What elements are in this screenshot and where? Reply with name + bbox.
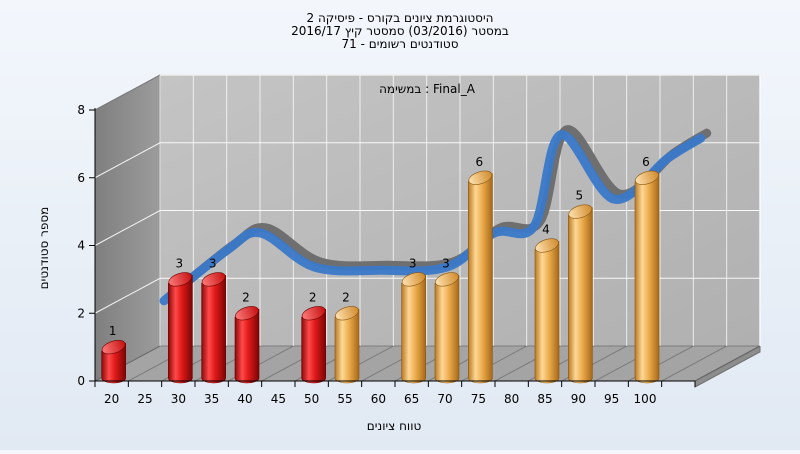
y-tick-label: 8 <box>77 103 85 117</box>
bar-35: 3 <box>201 256 226 384</box>
bars: 1 3 3 2 2 2 3 3 6 4 5 6 <box>101 155 660 384</box>
floor-line <box>694 345 761 382</box>
bar-100: 6 <box>634 155 660 384</box>
bar-40: 2 <box>234 290 260 384</box>
bar-value-label: 1 <box>109 324 117 338</box>
bar-body <box>334 308 360 384</box>
bar-body <box>301 308 326 384</box>
x-tick-label: 20 <box>104 392 119 406</box>
bar-top <box>468 170 493 185</box>
bar-top <box>568 204 593 219</box>
x-tick-label: 55 <box>337 392 352 406</box>
bar-top <box>101 340 126 355</box>
x-tick-label: 60 <box>371 392 386 406</box>
bar-50: 2 <box>301 290 326 384</box>
y-tick-label: 4 <box>77 239 85 253</box>
x-tick-label: 30 <box>171 392 186 406</box>
bar-90: 5 <box>568 189 593 384</box>
bar-85: 4 <box>534 223 560 384</box>
bar-body <box>634 173 660 384</box>
bar-top <box>235 306 259 321</box>
x-tick-label: 75 <box>471 392 486 406</box>
bar-top <box>635 170 659 185</box>
bar-top <box>435 272 459 287</box>
x-tick-label: 90 <box>571 392 586 406</box>
bar-value-label: 6 <box>642 155 650 169</box>
bar-value-label: 2 <box>342 290 350 304</box>
x-axis-title: טווח ציונים <box>367 419 422 433</box>
bar-body <box>468 173 493 384</box>
x-tick-label: 40 <box>237 392 252 406</box>
bar-body <box>434 274 460 384</box>
bar-55: 2 <box>334 290 360 384</box>
bar-value-label: 2 <box>309 290 317 304</box>
bar-body <box>401 274 426 384</box>
bar-body <box>201 274 226 384</box>
bar-30: 3 <box>168 256 193 384</box>
bar-value-label: 4 <box>542 223 550 237</box>
bar-top <box>301 306 326 321</box>
bar-top <box>201 272 226 287</box>
chart-title-line-1: היסטוגרמת ציונים בקורס - פיסיקה 2 <box>307 11 494 25</box>
bar-top <box>335 306 359 321</box>
y-tick-label: 6 <box>77 171 85 185</box>
bar-body <box>568 207 593 384</box>
y-axis-title: מספר סטודנטים <box>37 207 51 290</box>
bar-value-label: 5 <box>576 189 584 203</box>
x-tick-label: 70 <box>437 392 452 406</box>
bar-value-label: 3 <box>409 256 417 270</box>
x-tick-label: 100 <box>634 392 657 406</box>
x-tick-label: 95 <box>604 392 619 406</box>
x-tick-label: 65 <box>404 392 419 406</box>
bar-body <box>234 308 260 384</box>
bar-75: 6 <box>468 155 493 384</box>
bar-65: 3 <box>401 256 426 384</box>
y-tick-label: 2 <box>77 306 85 320</box>
x-tick-label: 25 <box>137 392 152 406</box>
x-tick-label: 35 <box>204 392 219 406</box>
bar-body <box>534 241 560 384</box>
bar-20: 1 <box>101 324 126 384</box>
bar-body <box>168 274 193 384</box>
chart-title-line-3: סטודנטים רשומים - 71 <box>341 37 458 51</box>
bar-value-label: 2 <box>242 290 250 304</box>
x-tick-label: 80 <box>504 392 519 406</box>
chart-title-line-2: במסטר (03/2016) סמסטר קיץ 2016/17 <box>291 24 509 38</box>
legend-label: Final_A : במשימה <box>379 82 476 96</box>
x-tick-label: 85 <box>537 392 552 406</box>
bar-top <box>401 272 426 287</box>
bar-value-label: 3 <box>209 256 217 270</box>
bar-70: 3 <box>434 256 460 384</box>
x-tick-label: 50 <box>304 392 319 406</box>
bar-value-label: 6 <box>476 155 484 169</box>
bar-top <box>535 238 559 253</box>
floor-line <box>661 345 727 382</box>
bar-value-label: 3 <box>176 256 184 270</box>
x-tick-label: 45 <box>271 392 286 406</box>
bar-value-label: 3 <box>442 256 450 270</box>
y-tick-label: 0 <box>77 374 85 388</box>
bar-top <box>168 272 193 287</box>
